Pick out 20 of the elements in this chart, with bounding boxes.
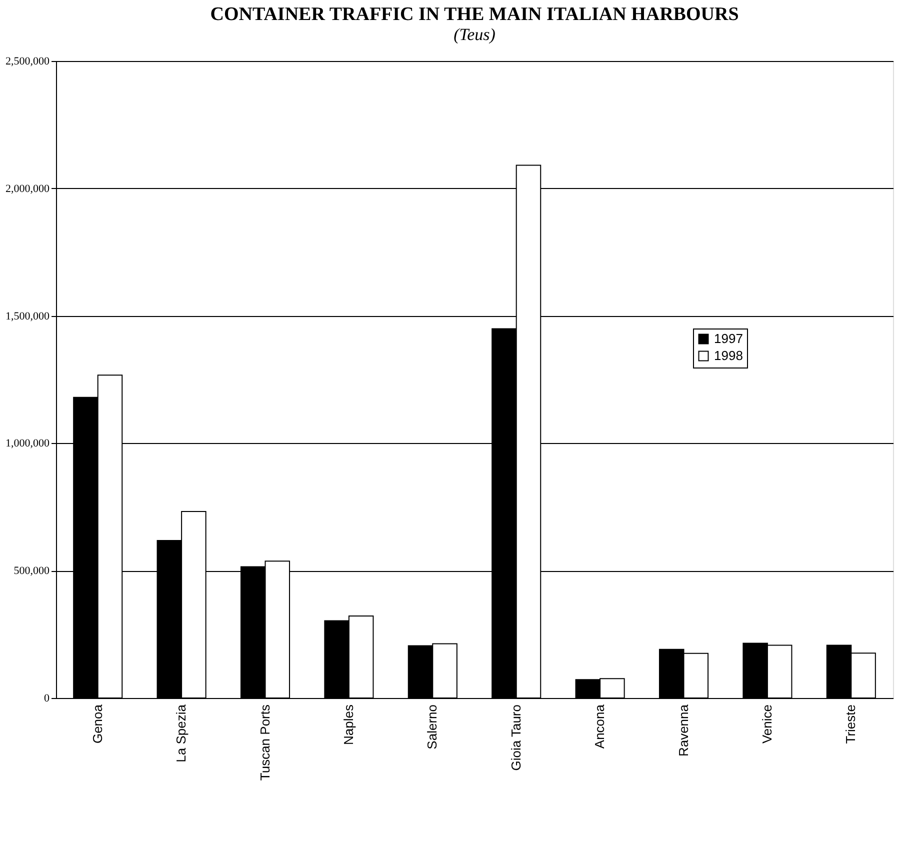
chart-title: CONTAINER TRAFFIC IN THE MAIN ITALIAN HARBOURS xyxy=(210,4,739,25)
y-tick-label: 1,500,000 xyxy=(6,310,50,322)
x-tick-label: Ravenna xyxy=(676,704,691,757)
y-tick-label: 1,000,000 xyxy=(6,438,50,450)
y-tick-label: 2,000,000 xyxy=(6,182,50,195)
x-tick-label: Trieste xyxy=(843,704,858,744)
x-tick-label: Salerno xyxy=(424,704,440,750)
x-tick-label: La Spezia xyxy=(174,704,189,762)
x-tick-label: Genoa xyxy=(90,704,105,744)
x-tick-label: Venice xyxy=(759,704,774,744)
y-tick-label: 500,000 xyxy=(14,565,50,578)
x-tick-label: Tuscan Ports xyxy=(257,704,272,781)
x-tick-label: Ancona xyxy=(592,704,608,749)
y-tick-label: 2,500,000 xyxy=(6,56,50,68)
legend-label: 1997 xyxy=(714,331,743,346)
chart-subtitle: (Teus) xyxy=(454,25,496,44)
legend-label: 1998 xyxy=(714,348,743,364)
x-tick-label: Gioia Tauro xyxy=(508,704,524,771)
x-tick-label: Naples xyxy=(340,704,356,745)
y-tick-label: 0 xyxy=(44,692,50,704)
